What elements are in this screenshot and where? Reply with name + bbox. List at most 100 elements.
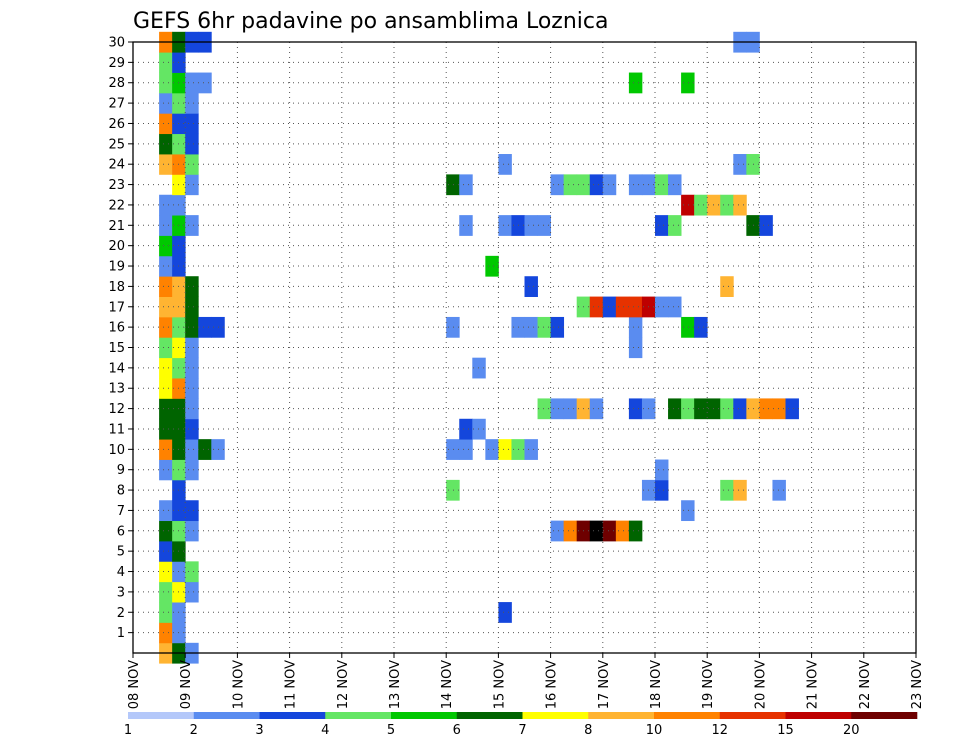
y-tick-label: 5 [117, 545, 125, 560]
x-tick-label: 12 NOV [336, 660, 351, 709]
heatmap-cell [589, 398, 604, 420]
heatmap-cell [615, 520, 630, 542]
heatmap-cell [459, 439, 473, 460]
heatmap-cell [628, 337, 643, 359]
y-tick-label: 8 [117, 484, 125, 499]
heatmap-cell [159, 154, 173, 175]
y-tick-label: 19 [108, 260, 125, 275]
x-tick-label: 23 NOV [910, 660, 925, 709]
legend-swatch [193, 712, 260, 719]
heatmap-cell [459, 215, 473, 236]
y-tick-label: 10 [108, 443, 125, 458]
heatmap-cell [459, 174, 473, 196]
heatmap-cell [185, 520, 199, 542]
heatmap-cell [550, 398, 565, 420]
heatmap-cell [720, 479, 734, 501]
heatmap-cell [628, 316, 643, 338]
y-tick-label: 6 [117, 524, 125, 539]
heatmap-cell [185, 459, 199, 481]
y-tick-label: 21 [108, 219, 125, 234]
heatmap-cell [159, 561, 173, 583]
heatmap-cell [185, 133, 199, 155]
heatmap-cell [185, 215, 199, 236]
heatmap-cell [694, 316, 708, 338]
legend-label: 1 [124, 723, 132, 738]
heatmap-cell [185, 174, 199, 196]
x-tick-label: 15 NOV [492, 660, 507, 709]
heatmap-cell [159, 602, 173, 623]
heatmap-cell [589, 296, 604, 318]
heatmap-cell [159, 72, 173, 94]
legend-label: 4 [321, 723, 329, 738]
legend-label: 15 [777, 723, 794, 738]
heatmap-cell [185, 398, 199, 420]
heatmap-cell [159, 296, 173, 318]
heatmap-cell [159, 398, 173, 420]
heatmap-cell [602, 174, 617, 196]
x-tick-label: 14 NOV [440, 660, 455, 709]
x-tick-label: 10 NOV [231, 660, 246, 709]
color-legend: 1 2 3 4 5 6 7 8 10 12 15 20 [124, 712, 918, 738]
heatmap-cells [159, 31, 799, 664]
legend-label: 12 [711, 723, 728, 738]
heatmap-cell [524, 316, 538, 338]
heatmap-cell [668, 296, 682, 318]
y-tick-label: 17 [108, 300, 125, 315]
heatmap-cell [733, 194, 747, 216]
heatmap-cell [498, 154, 512, 175]
heatmap-cell [681, 194, 695, 216]
heatmap-cell [159, 316, 173, 338]
heatmap-cell [563, 520, 578, 542]
legend-label: 6 [453, 723, 461, 738]
heatmap-cell [563, 398, 578, 420]
heatmap-cell [694, 194, 708, 216]
legend-swatch [654, 712, 721, 719]
heatmap-cell [159, 255, 173, 277]
heatmap-cell [159, 520, 173, 542]
chart-title: GEFS 6hr padavine po ansamblima Loznica [133, 9, 608, 34]
heatmap-cell [472, 357, 486, 379]
heatmap-cell [472, 418, 486, 440]
y-tick-label: 9 [117, 463, 125, 478]
heatmap-cell [589, 174, 604, 196]
legend-label: 8 [584, 723, 592, 738]
heatmap-cell [733, 479, 747, 501]
heatmap-cell [785, 398, 799, 420]
y-tick-label: 11 [108, 422, 125, 437]
y-tick-label: 18 [108, 280, 125, 295]
heatmap-cell [759, 215, 773, 236]
legend-swatch [128, 712, 195, 719]
heatmap-cell [198, 439, 212, 460]
heatmap-cell [772, 479, 786, 501]
x-axis: 08 NOV 09 NOV 10 NOV 11 NOV 12 NOV 13 NOV 14 N… [127, 653, 925, 709]
heatmap-cell [550, 316, 565, 338]
legend-swatch [325, 712, 392, 719]
legend-swatch [522, 712, 589, 719]
y-tick-label: 29 [108, 56, 125, 71]
heatmap-cell [185, 154, 199, 175]
heatmap-cell [185, 72, 199, 94]
legend-label: 3 [255, 723, 263, 738]
heatmap-cell [159, 113, 173, 135]
heatmap-cell [628, 72, 643, 94]
heatmap-cell [628, 398, 643, 420]
y-tick-label: 13 [108, 382, 125, 397]
heatmap-cell [446, 316, 460, 338]
heatmap-cell [563, 174, 578, 196]
heatmap-cell [550, 520, 565, 542]
heatmap-cell [185, 418, 199, 440]
heatmap-cell [694, 398, 708, 420]
heatmap-cell [720, 398, 734, 420]
x-tick-label: 18 NOV [649, 660, 664, 709]
heatmap-cell [772, 398, 786, 420]
heatmap-cell [159, 622, 173, 644]
legend-swatch [785, 712, 852, 719]
heatmap-cell [628, 520, 643, 542]
heatmap-cell [485, 439, 499, 460]
heatmap-cell [159, 133, 173, 155]
heatmap-cell [198, 72, 212, 94]
heatmap-cell [198, 316, 212, 338]
y-tick-label: 3 [117, 585, 125, 600]
y-tick-label: 2 [117, 606, 125, 621]
